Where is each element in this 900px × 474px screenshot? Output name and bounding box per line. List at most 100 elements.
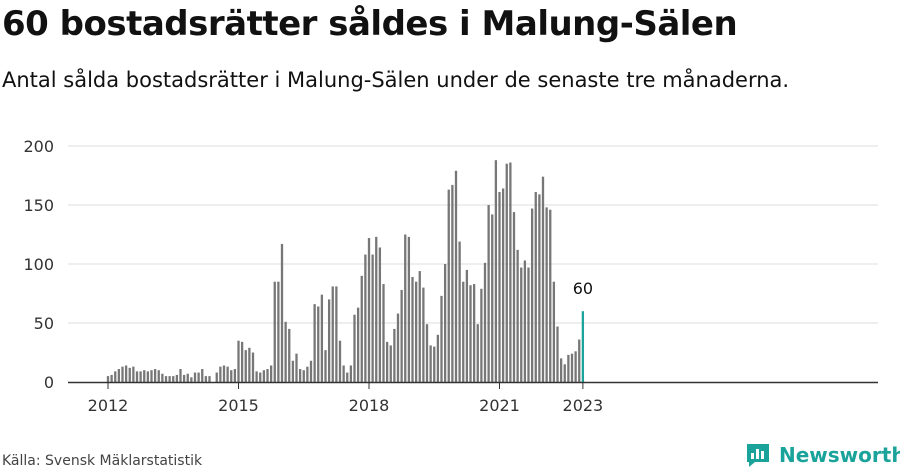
y-tick-label: 100 [23,255,54,274]
bar [494,160,498,382]
bar [182,374,186,382]
bar [559,358,563,382]
y-tick-label: 200 [23,137,54,156]
bar [313,304,316,382]
bar [491,214,494,382]
bar [327,299,331,382]
bar [273,281,276,382]
bar [266,369,269,382]
bar [197,372,200,382]
bar [161,373,164,382]
bar [570,353,574,382]
bar [164,376,168,382]
bar [509,162,512,382]
bar [114,371,117,382]
bar [346,372,349,382]
bar [411,276,414,382]
bar [512,212,516,382]
bar [516,249,519,382]
bar [556,326,559,382]
bar [338,340,342,382]
bar [139,371,142,382]
bar [385,341,389,382]
bar [324,350,327,382]
bar [251,352,255,382]
bar [527,267,530,382]
bar [483,262,487,382]
bar [538,194,541,382]
last-value-label: 60 [573,279,593,298]
x-axis-ticks: 2012 2015 2018 2021 2023 [88,383,604,415]
bar [215,372,218,382]
bar [389,345,392,382]
bar [157,370,160,382]
bar [549,209,552,382]
bar [360,275,363,382]
bar [393,328,396,382]
bar [175,374,179,382]
bar [143,370,146,382]
bar [407,236,411,382]
bar-highlight [581,311,585,382]
bar [487,205,490,382]
bar [331,286,334,382]
bar [146,371,150,382]
bar [480,288,483,382]
bar [414,281,418,382]
bar [523,260,527,382]
bar [574,351,577,382]
bar [135,371,139,382]
x-tick-label: 2018 [349,396,390,415]
bar [563,364,566,382]
brand-logo: Newsworthy [745,442,900,468]
bar [204,376,208,382]
bar [208,376,211,382]
bar [418,271,421,382]
bar [298,369,302,382]
bar [132,366,135,382]
bar [534,192,537,382]
bar [219,366,222,382]
x-tick-label: 2023 [563,396,604,415]
bar [458,241,461,382]
bar [440,295,443,382]
bar [469,285,472,382]
bar [505,163,508,382]
bar [309,360,313,382]
bar [541,176,545,382]
bar [317,306,320,382]
bar [425,324,429,382]
bar [153,369,157,382]
x-tick-label: 2021 [479,396,520,415]
bar [121,366,124,382]
bar [578,339,581,382]
bar [454,170,458,382]
bar [545,207,548,382]
bar [306,366,309,382]
bar [226,366,229,382]
bar [375,236,378,382]
bar [240,341,244,382]
bar [462,281,465,382]
bar [128,367,131,382]
bar [168,376,171,382]
bar [295,353,298,382]
bar [465,269,469,382]
bar [150,370,153,382]
bar [269,365,273,382]
y-axis-labels: 0 50 100 150 200 [23,137,54,392]
bar [567,354,570,382]
bar [436,334,440,382]
bar [378,247,382,382]
bar [193,372,197,382]
bar [422,287,425,382]
bar [433,346,436,382]
x-tick-label: 2012 [88,396,129,415]
bar [364,254,367,382]
bar [429,345,432,382]
bar [302,370,305,382]
bar [237,340,240,382]
bar [255,371,258,382]
bar [501,188,505,382]
